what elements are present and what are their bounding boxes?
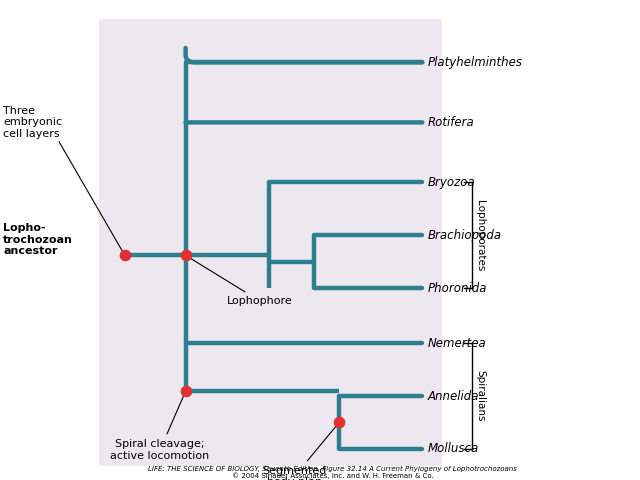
Text: Brachiopoda: Brachiopoda: [428, 228, 502, 242]
FancyBboxPatch shape: [99, 19, 442, 466]
Text: Spiralians: Spiralians: [475, 370, 485, 422]
Text: Spiral cleavage;
active locomotion: Spiral cleavage; active locomotion: [110, 394, 210, 461]
Point: [180, 387, 191, 395]
Text: Nemertea: Nemertea: [428, 336, 486, 350]
Text: Lophophore: Lophophore: [188, 257, 293, 306]
Text: Phoronida: Phoronida: [428, 281, 487, 295]
Text: Annelida: Annelida: [428, 389, 479, 403]
Text: © 2004 Sinauer Associates, Inc. and W. H. Freeman & Co.: © 2004 Sinauer Associates, Inc. and W. H…: [232, 473, 434, 480]
Text: Platyhelminthes: Platyhelminthes: [428, 56, 522, 69]
Text: LIFE: THE SCIENCE OF BIOLOGY, Seventh Edition, Figure 32.14 A Current Phylogeny : LIFE: THE SCIENCE OF BIOLOGY, Seventh Ed…: [148, 467, 517, 472]
Point: [120, 252, 130, 259]
Text: Three
embryonic
cell layers: Three embryonic cell layers: [3, 106, 62, 139]
Point: [334, 419, 344, 426]
Text: Mollusca: Mollusca: [428, 442, 479, 456]
Text: Bryozoa: Bryozoa: [428, 176, 476, 189]
Text: Lophoporates: Lophoporates: [475, 200, 485, 271]
Text: Segmented
body plan: Segmented body plan: [262, 424, 337, 480]
Text: Lopho-
trochozoan
ancestor: Lopho- trochozoan ancestor: [3, 223, 73, 256]
Point: [180, 252, 191, 259]
Text: Rotifera: Rotifera: [428, 116, 474, 129]
